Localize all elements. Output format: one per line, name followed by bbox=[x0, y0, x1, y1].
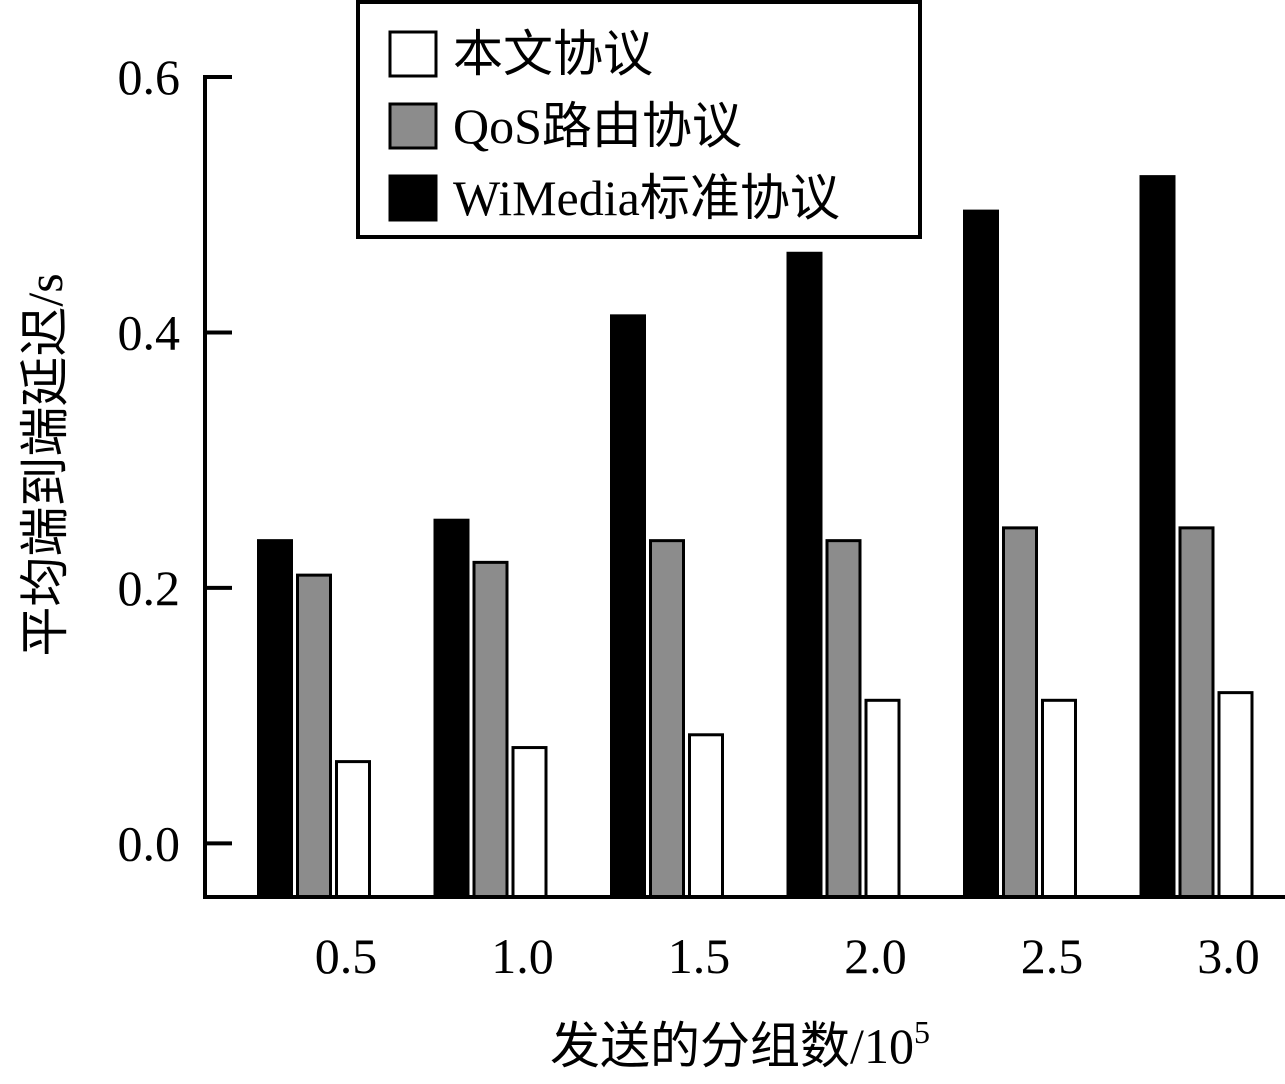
bar-0-4 bbox=[963, 209, 999, 899]
bar-0-1 bbox=[433, 518, 470, 899]
bar-2-5 bbox=[1217, 691, 1254, 899]
x-tick-label: 0.5 bbox=[315, 928, 378, 984]
bar-1-0 bbox=[296, 573, 332, 899]
y-tick-label: 0.6 bbox=[118, 49, 181, 105]
bars-layer bbox=[257, 175, 1254, 899]
x-axis-title-exponent: 5 bbox=[914, 1014, 930, 1050]
legend-swatch bbox=[388, 174, 438, 222]
bar-1-5 bbox=[1178, 526, 1215, 899]
y-tick-label: 0.2 bbox=[118, 560, 181, 616]
legend-swatch bbox=[388, 30, 438, 78]
bar-1-2 bbox=[649, 539, 685, 899]
legend-label: WiMedia标准协议 bbox=[453, 170, 840, 226]
bar-1-3 bbox=[825, 539, 862, 899]
x-tick-label: 2.0 bbox=[844, 928, 907, 984]
bar-0-0 bbox=[257, 539, 293, 899]
bar-0-2 bbox=[610, 314, 646, 899]
y-tick-label: 0.4 bbox=[118, 304, 181, 360]
y-tick-label: 0.0 bbox=[118, 815, 181, 871]
bar-1-4 bbox=[1002, 526, 1038, 899]
bar-2-1 bbox=[511, 746, 548, 899]
bar-2-4 bbox=[1041, 698, 1077, 899]
x-axis-title-main: 发送的分组数/10 bbox=[550, 1018, 914, 1074]
y-ticks-layer: 0.0 0.2 0.4 0.6 bbox=[118, 49, 232, 871]
x-tick-label: 3.0 bbox=[1197, 928, 1260, 984]
axes-layer bbox=[203, 75, 1285, 899]
bar-2-2 bbox=[688, 733, 724, 899]
bar-2-3 bbox=[864, 698, 901, 899]
x-axis-title: 发送的分组数/105 bbox=[550, 1014, 930, 1074]
x-tick-label: 2.5 bbox=[1021, 928, 1084, 984]
legend-box bbox=[356, 0, 922, 239]
bar-2-0 bbox=[335, 760, 371, 899]
bar-1-1 bbox=[472, 560, 509, 899]
legend-swatch bbox=[388, 102, 438, 150]
x-tick-label: 1.5 bbox=[668, 928, 731, 984]
bar-0-5 bbox=[1139, 175, 1176, 899]
x-tick-label: 1.0 bbox=[491, 928, 554, 984]
legend: 本文协议 QoS路由协议 WiMedia标准协议 bbox=[356, 0, 922, 239]
bar-0-3 bbox=[786, 251, 823, 899]
y-axis-title: 平均端到端延迟/s bbox=[17, 273, 73, 656]
legend-label: QoS路由协议 bbox=[453, 98, 742, 154]
legend-label: 本文协议 bbox=[453, 26, 653, 82]
x-ticks-layer: 0.5 1.0 1.5 2.0 2.5 3.0 bbox=[315, 928, 1260, 984]
